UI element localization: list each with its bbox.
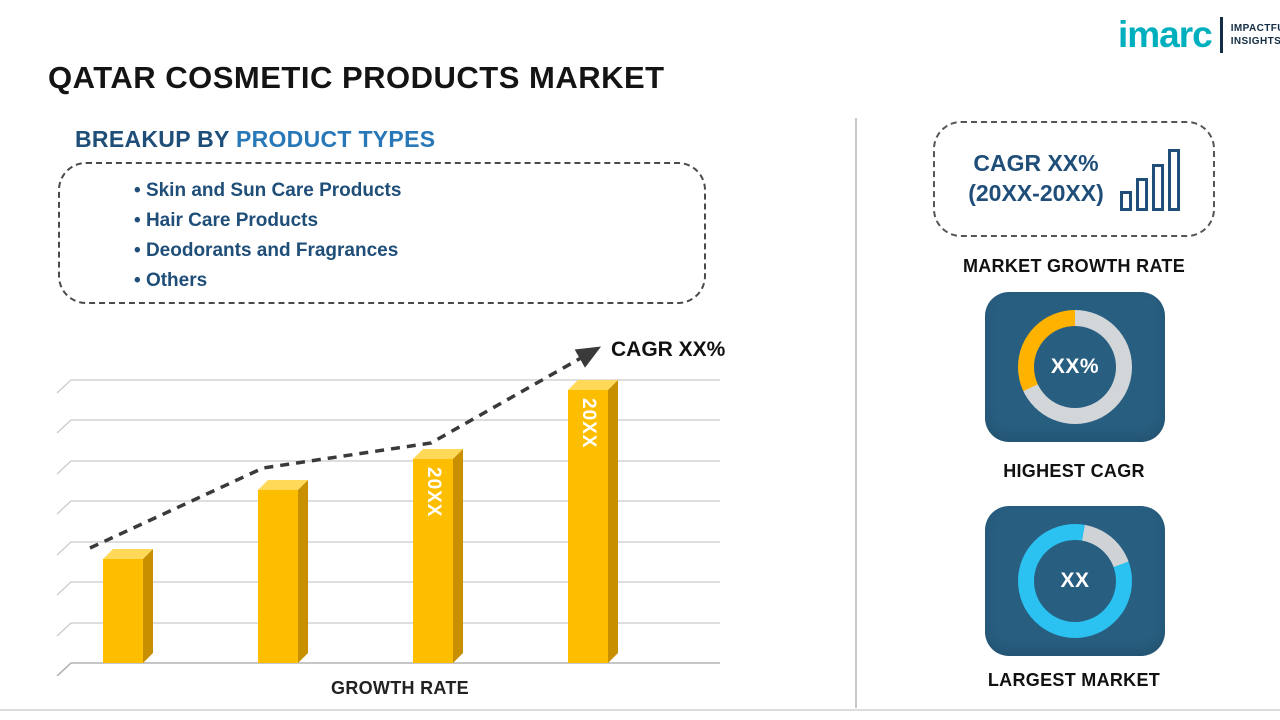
- bar-year3: 20XX: [413, 459, 453, 663]
- logo-divider: [1219, 16, 1223, 53]
- breakup-heading-highlight: PRODUCT TYPES: [235, 126, 436, 152]
- logo-tagline-line1: IMPACTFUL: [1230, 22, 1280, 34]
- growth-icon-bar: [1151, 164, 1164, 211]
- growth-card-line2: (20XX-20XX): [968, 180, 1104, 206]
- breakup-heading-prefix: BREAKUP BY: [75, 126, 236, 152]
- bar-year4: 20XX: [568, 390, 608, 663]
- logo-tagline-line2: INSIGHTS: [1230, 35, 1280, 47]
- list-item: Others: [134, 266, 684, 296]
- bottom-divider: [0, 709, 1280, 711]
- bar-label: 20XX: [423, 467, 444, 518]
- growth-bar-chart: 20XX 20XX CAGR XX%: [55, 330, 745, 676]
- vertical-divider: [855, 118, 857, 708]
- largest-market-card: XX: [985, 506, 1165, 656]
- chart-xaxis-label: GROWTH RATE: [331, 678, 469, 698]
- list-item: Deodorants and Fragrances: [134, 236, 684, 266]
- chart-gridlines: [56, 379, 720, 676]
- trend-arrow: [89, 346, 602, 550]
- largest-market-donut-chart: XX: [1018, 524, 1132, 638]
- highest-cagr-caption: HIGHEST CAGR: [1003, 461, 1145, 481]
- imarc-logo: imarc IMPACTFUL INSIGHTS: [1118, 16, 1280, 53]
- list-item: Hair Care Products: [134, 206, 684, 236]
- growth-card-line1: CAGR XX%: [973, 150, 1099, 177]
- growth-icon-bar: [1135, 178, 1148, 211]
- breakup-box: Skin and Sun Care Products Hair Care Pro…: [58, 162, 706, 304]
- list-item: Skin and Sun Care Products: [134, 176, 684, 206]
- page-title: QATAR COSMETIC PRODUCTS MARKET: [48, 60, 665, 95]
- cagr-annotation: CAGR XX%: [611, 338, 726, 361]
- bar-year2: [258, 490, 298, 663]
- highest-cagr-card: XX%: [985, 292, 1165, 442]
- largest-market-value: XX: [1060, 569, 1090, 592]
- market-growth-card: CAGR XX% (20XX-20XX): [933, 121, 1215, 237]
- bar-year1: [103, 559, 143, 663]
- breakup-list: Skin and Sun Care Products Hair Care Pro…: [134, 176, 684, 296]
- brand-name: imarc: [1118, 14, 1213, 55]
- highest-cagr-donut-chart: XX%: [1018, 310, 1132, 424]
- growth-icon-bar: [1167, 149, 1180, 211]
- growth-bars-icon: [1119, 147, 1180, 211]
- market-growth-caption: MARKET GROWTH RATE: [962, 256, 1186, 276]
- largest-market-caption: LARGEST MARKET: [987, 670, 1161, 690]
- highest-cagr-value: XX%: [1050, 355, 1100, 378]
- bar-label: 20XX: [578, 398, 599, 449]
- growth-card-text: CAGR XX% (20XX-20XX): [968, 149, 1104, 209]
- logo-tagline: IMPACTFUL INSIGHTS: [1231, 22, 1280, 48]
- breakup-heading: BREAKUP BY PRODUCT TYPES: [75, 126, 435, 153]
- growth-icon-bar: [1119, 191, 1132, 211]
